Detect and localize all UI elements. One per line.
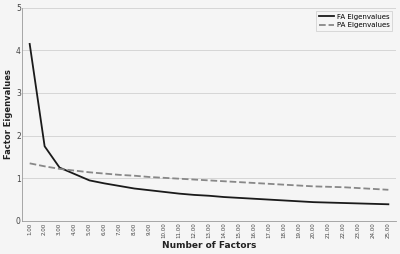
PA Eigenvalues [266, 182, 271, 185]
FA Eigenvalues [87, 179, 92, 182]
PA Eigenvalues [132, 174, 137, 177]
PA Eigenvalues [326, 185, 331, 188]
FA Eigenvalues [42, 145, 47, 148]
PA Eigenvalues [57, 167, 62, 170]
Y-axis label: Factor Eigenvalues: Factor Eigenvalues [4, 69, 13, 159]
FA Eigenvalues [147, 189, 152, 192]
PA Eigenvalues [386, 188, 391, 191]
PA Eigenvalues [177, 177, 182, 180]
FA Eigenvalues [236, 196, 241, 199]
PA Eigenvalues [192, 178, 196, 181]
FA Eigenvalues [162, 190, 166, 194]
FA Eigenvalues [192, 193, 196, 196]
PA Eigenvalues [252, 181, 256, 184]
PA Eigenvalues [281, 183, 286, 186]
PA Eigenvalues [236, 181, 241, 184]
PA Eigenvalues [87, 171, 92, 174]
PA Eigenvalues [296, 184, 301, 187]
FA Eigenvalues [102, 182, 107, 185]
PA Eigenvalues [102, 172, 107, 175]
FA Eigenvalues [117, 184, 122, 187]
FA Eigenvalues [72, 172, 77, 176]
PA Eigenvalues [162, 176, 166, 179]
PA Eigenvalues [371, 187, 376, 190]
FA Eigenvalues [281, 199, 286, 202]
FA Eigenvalues [27, 42, 32, 45]
FA Eigenvalues [371, 202, 376, 205]
FA Eigenvalues [57, 166, 62, 169]
FA Eigenvalues [386, 203, 391, 206]
PA Eigenvalues [117, 173, 122, 176]
FA Eigenvalues [222, 196, 226, 199]
PA Eigenvalues [311, 185, 316, 188]
PA Eigenvalues [147, 176, 152, 179]
FA Eigenvalues [207, 194, 212, 197]
FA Eigenvalues [132, 187, 137, 190]
PA Eigenvalues [207, 179, 212, 182]
PA Eigenvalues [42, 165, 47, 168]
PA Eigenvalues [356, 186, 361, 189]
FA Eigenvalues [326, 201, 331, 204]
FA Eigenvalues [177, 192, 182, 195]
Legend: FA Eigenvalues, PA Eigenvalues: FA Eigenvalues, PA Eigenvalues [316, 11, 392, 31]
X-axis label: Number of Factors: Number of Factors [162, 241, 256, 250]
PA Eigenvalues [341, 186, 346, 189]
PA Eigenvalues [72, 169, 77, 172]
FA Eigenvalues [252, 197, 256, 200]
FA Eigenvalues [311, 201, 316, 204]
FA Eigenvalues [356, 202, 361, 205]
PA Eigenvalues [222, 180, 226, 183]
PA Eigenvalues [27, 162, 32, 165]
FA Eigenvalues [266, 198, 271, 201]
Line: FA Eigenvalues: FA Eigenvalues [30, 44, 388, 204]
FA Eigenvalues [296, 200, 301, 203]
FA Eigenvalues [341, 201, 346, 204]
Line: PA Eigenvalues: PA Eigenvalues [30, 163, 388, 190]
